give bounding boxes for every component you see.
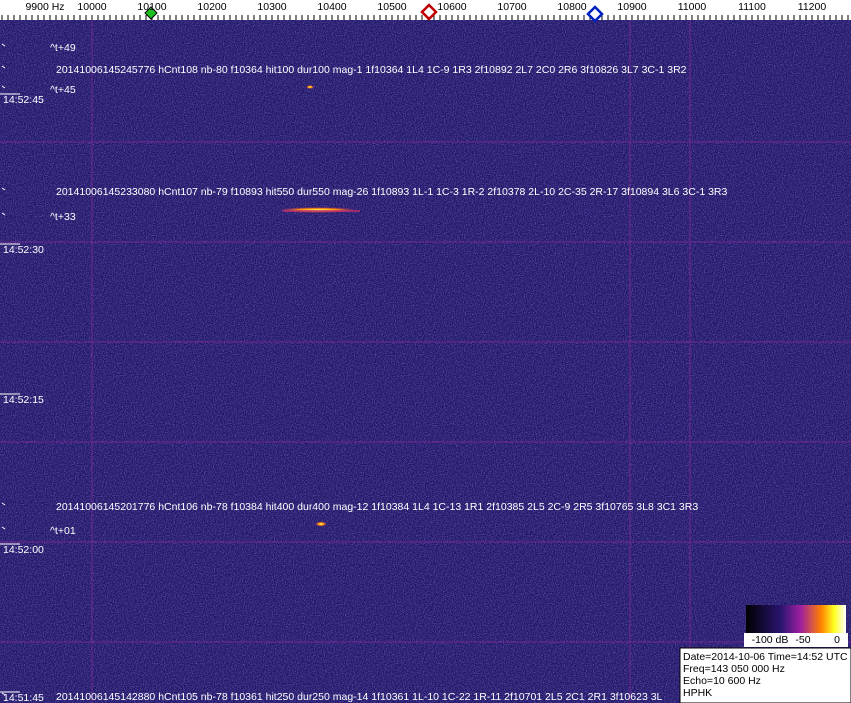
event-text: 20141006145245776 hCnt108 nb-80 f10364 h… <box>56 64 687 76</box>
meteor-echo <box>315 521 327 527</box>
time-label: 14:51:45 <box>3 692 44 703</box>
color-scale <box>746 605 846 633</box>
info-box <box>679 647 851 703</box>
marker-tick <box>1 85 6 89</box>
ruler-label: 10300 <box>257 1 286 13</box>
marker-label: ^t+49 <box>50 42 76 54</box>
marker-red <box>420 3 438 21</box>
event-text: 20141006145142880 hCnt105 nb-78 f10361 h… <box>56 691 663 703</box>
ruler-label: 10400 <box>317 1 346 13</box>
time-label: 14:52:00 <box>3 544 44 556</box>
event-tick <box>1 65 6 69</box>
info-line: HPHK <box>683 687 712 699</box>
ruler-label: 10900 <box>617 1 646 13</box>
scale-label: 0 <box>834 634 840 646</box>
color-scale-labels-bg <box>744 633 848 647</box>
marker-label: ^t+01 <box>50 525 76 537</box>
marker-label: ^t+45 <box>50 84 76 96</box>
event-tick <box>1 692 6 696</box>
ruler-label: 10000 <box>77 1 106 13</box>
ruler-label: 11200 <box>798 1 827 13</box>
ruler-ticks <box>1 15 849 20</box>
meteor-echo <box>306 85 314 89</box>
info-line: Date=2014-10-06 Time=14:52 UTC <box>683 651 848 663</box>
event-tick <box>1 502 6 506</box>
marker-blue <box>586 5 604 23</box>
ruler-label: 10800 <box>557 1 586 13</box>
spectrogram-noise <box>0 20 851 703</box>
time-label: 14:52:30 <box>3 244 44 256</box>
marker-green <box>144 6 158 20</box>
ruler-label: 10700 <box>497 1 526 13</box>
marker-tick <box>1 43 6 47</box>
info-line: Echo=10 600 Hz <box>683 675 761 687</box>
ruler-label: 10200 <box>197 1 226 13</box>
event-tick <box>1 187 6 191</box>
marker-label: ^t+33 <box>50 211 76 223</box>
info-line: Freq=143 050 000 Hz <box>683 663 785 675</box>
scale-label: -50 <box>795 634 810 646</box>
event-text: 20141006145201776 hCnt106 nb-78 f10384 h… <box>56 501 698 513</box>
time-label: 14:52:15 <box>3 394 44 406</box>
marker-tick <box>1 526 6 530</box>
ruler-label: 10600 <box>437 1 466 13</box>
event-text: 20141006145233080 hCnt107 nb-79 f10893 h… <box>56 186 728 198</box>
scale-label: -100 dB <box>752 634 789 646</box>
ruler-label: 10500 <box>377 1 406 13</box>
ruler-label: 10100 <box>137 1 166 13</box>
time-label: 14:52:45 <box>3 94 44 106</box>
marker-tick <box>1 212 6 216</box>
ruler-label: 11000 <box>678 1 707 13</box>
ruler-label: 9900 Hz <box>25 1 64 13</box>
grid <box>0 20 851 703</box>
ruler-label: 11100 <box>738 1 766 13</box>
meteor-echo <box>278 207 358 213</box>
